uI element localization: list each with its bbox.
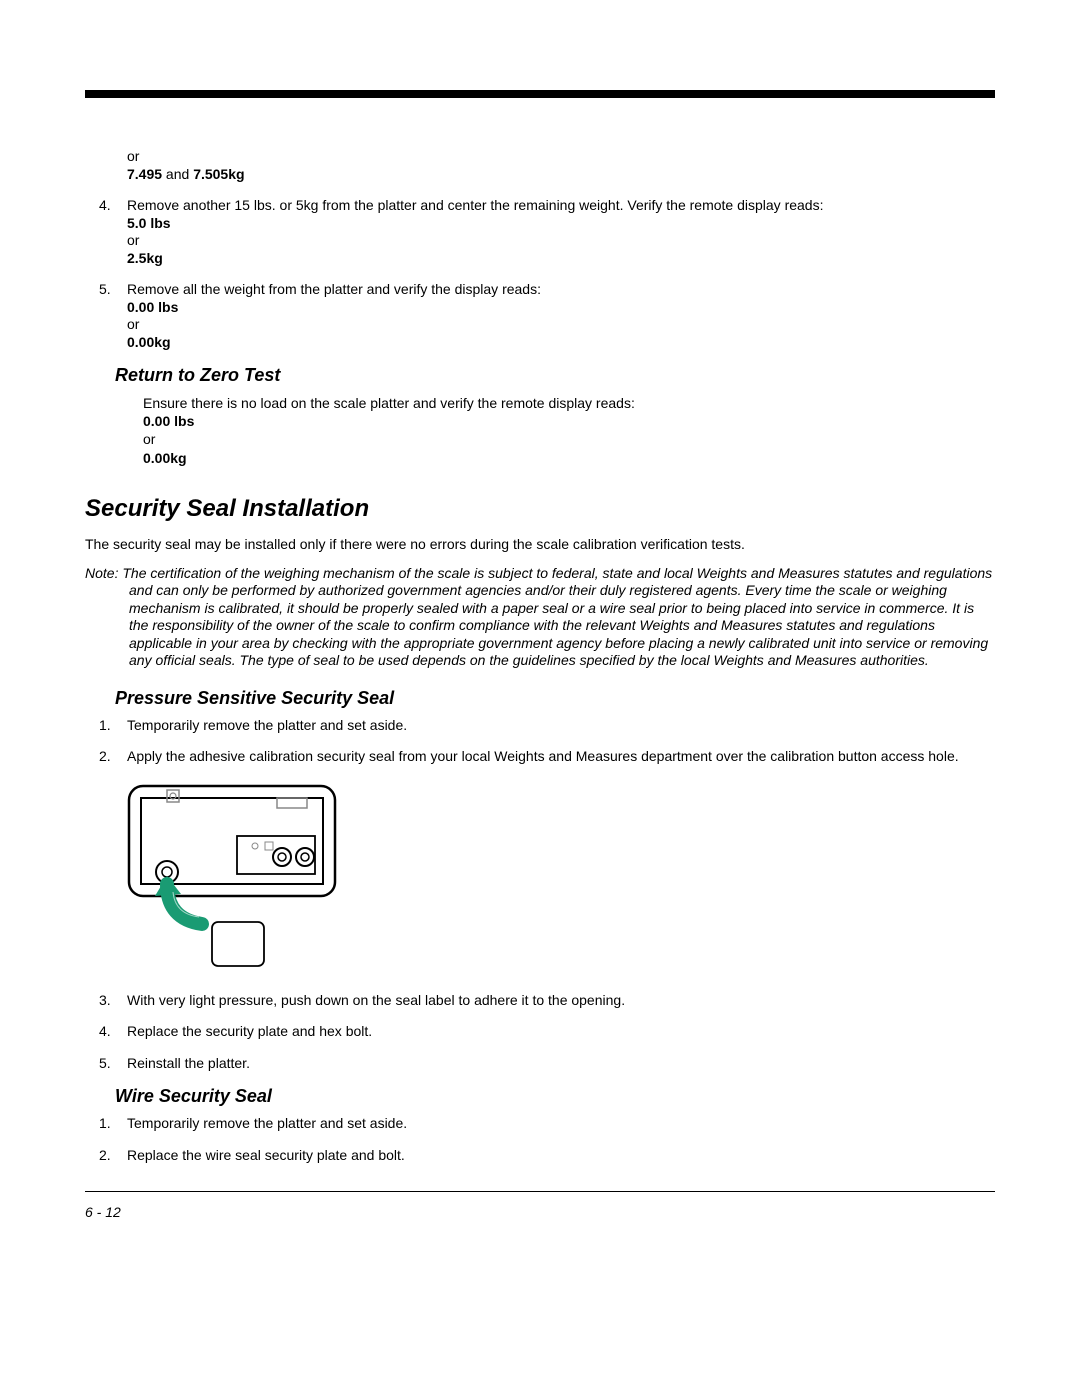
step-text: Apply the adhesive calibration security …	[127, 748, 959, 764]
pressure-step-1: 1. Temporarily remove the platter and se…	[127, 717, 995, 735]
step-text: Replace the security plate and hex bolt.	[127, 1023, 372, 1039]
security-note: Note: The certification of the weighing …	[85, 565, 995, 670]
return-zero-body: Ensure there is no load on the scale pla…	[85, 394, 995, 467]
or-text: or	[127, 316, 139, 332]
return-zero-text: Ensure there is no load on the scale pla…	[143, 395, 635, 411]
value-lbs: 0.00 lbs	[143, 413, 194, 429]
value-kg: 2.5kg	[127, 250, 163, 266]
step-4: 4. Remove another 15 lbs. or 5kg from th…	[127, 197, 995, 267]
range-end: 7.505kg	[193, 166, 244, 182]
step-text: Remove all the weight from the platter a…	[127, 281, 541, 297]
diagram-svg	[127, 784, 337, 974]
header-bar	[85, 90, 995, 98]
range-start: 7.495	[127, 166, 162, 182]
step-text: Remove another 15 lbs. or 5kg from the p…	[127, 197, 823, 213]
step-number: 3.	[99, 992, 111, 1010]
continuation-text: or 7.495 and 7.505kg	[127, 148, 995, 183]
heading-return-zero: Return to Zero Test	[115, 365, 995, 386]
step-number: 2.	[99, 748, 111, 766]
pressure-step-3: 3. With very light pressure, push down o…	[127, 992, 995, 1010]
wire-step-2: 2. Replace the wire seal security plate …	[127, 1147, 995, 1165]
step-text: Temporarily remove the platter and set a…	[127, 1115, 407, 1131]
step-text: Replace the wire seal security plate and…	[127, 1147, 405, 1163]
or-text: or	[143, 431, 155, 447]
value-kg: 0.00kg	[127, 334, 171, 350]
heading-pressure-seal: Pressure Sensitive Security Seal	[115, 688, 995, 709]
heading-wire-seal: Wire Security Seal	[115, 1086, 995, 1107]
page-number: 6 - 12	[85, 1204, 121, 1220]
step-text: Reinstall the platter.	[127, 1055, 250, 1071]
continuation-block: or 7.495 and 7.505kg 4. Remove another 1…	[85, 148, 995, 351]
step-text: Temporarily remove the platter and set a…	[127, 717, 407, 733]
pressure-step-5: 5. Reinstall the platter.	[127, 1055, 995, 1073]
and-text: and	[162, 166, 193, 182]
step-number: 4.	[99, 197, 111, 215]
or-text: or	[127, 148, 139, 164]
value-kg: 0.00kg	[143, 450, 187, 466]
step-number: 5.	[99, 281, 111, 299]
footer-rule	[85, 1191, 995, 1192]
seal-diagram	[127, 784, 337, 974]
document-page: or 7.495 and 7.505kg 4. Remove another 1…	[0, 0, 1080, 1260]
step-number: 1.	[99, 1115, 111, 1133]
wire-step-1: 1. Temporarily remove the platter and se…	[127, 1115, 995, 1133]
pressure-steps: 1. Temporarily remove the platter and se…	[85, 717, 995, 766]
wire-steps: 1. Temporarily remove the platter and se…	[85, 1115, 995, 1164]
security-intro: The security seal may be installed only …	[85, 535, 995, 553]
pressure-step-2: 2. Apply the adhesive calibration securi…	[127, 748, 995, 766]
heading-security-seal: Security Seal Installation	[85, 495, 995, 523]
step-number: 2.	[99, 1147, 111, 1165]
step-5: 5. Remove all the weight from the platte…	[127, 281, 995, 351]
step-number: 5.	[99, 1055, 111, 1073]
step-number: 4.	[99, 1023, 111, 1041]
note-text: The certification of the weighing mechan…	[122, 565, 992, 669]
pressure-step-4: 4. Replace the security plate and hex bo…	[127, 1023, 995, 1041]
step-number: 1.	[99, 717, 111, 735]
value-lbs: 5.0 lbs	[127, 215, 171, 231]
or-text: or	[127, 232, 139, 248]
value-lbs: 0.00 lbs	[127, 299, 178, 315]
pressure-steps-cont: 3. With very light pressure, push down o…	[85, 992, 995, 1073]
step-text: With very light pressure, push down on t…	[127, 992, 625, 1008]
note-label: Note:	[85, 565, 122, 581]
